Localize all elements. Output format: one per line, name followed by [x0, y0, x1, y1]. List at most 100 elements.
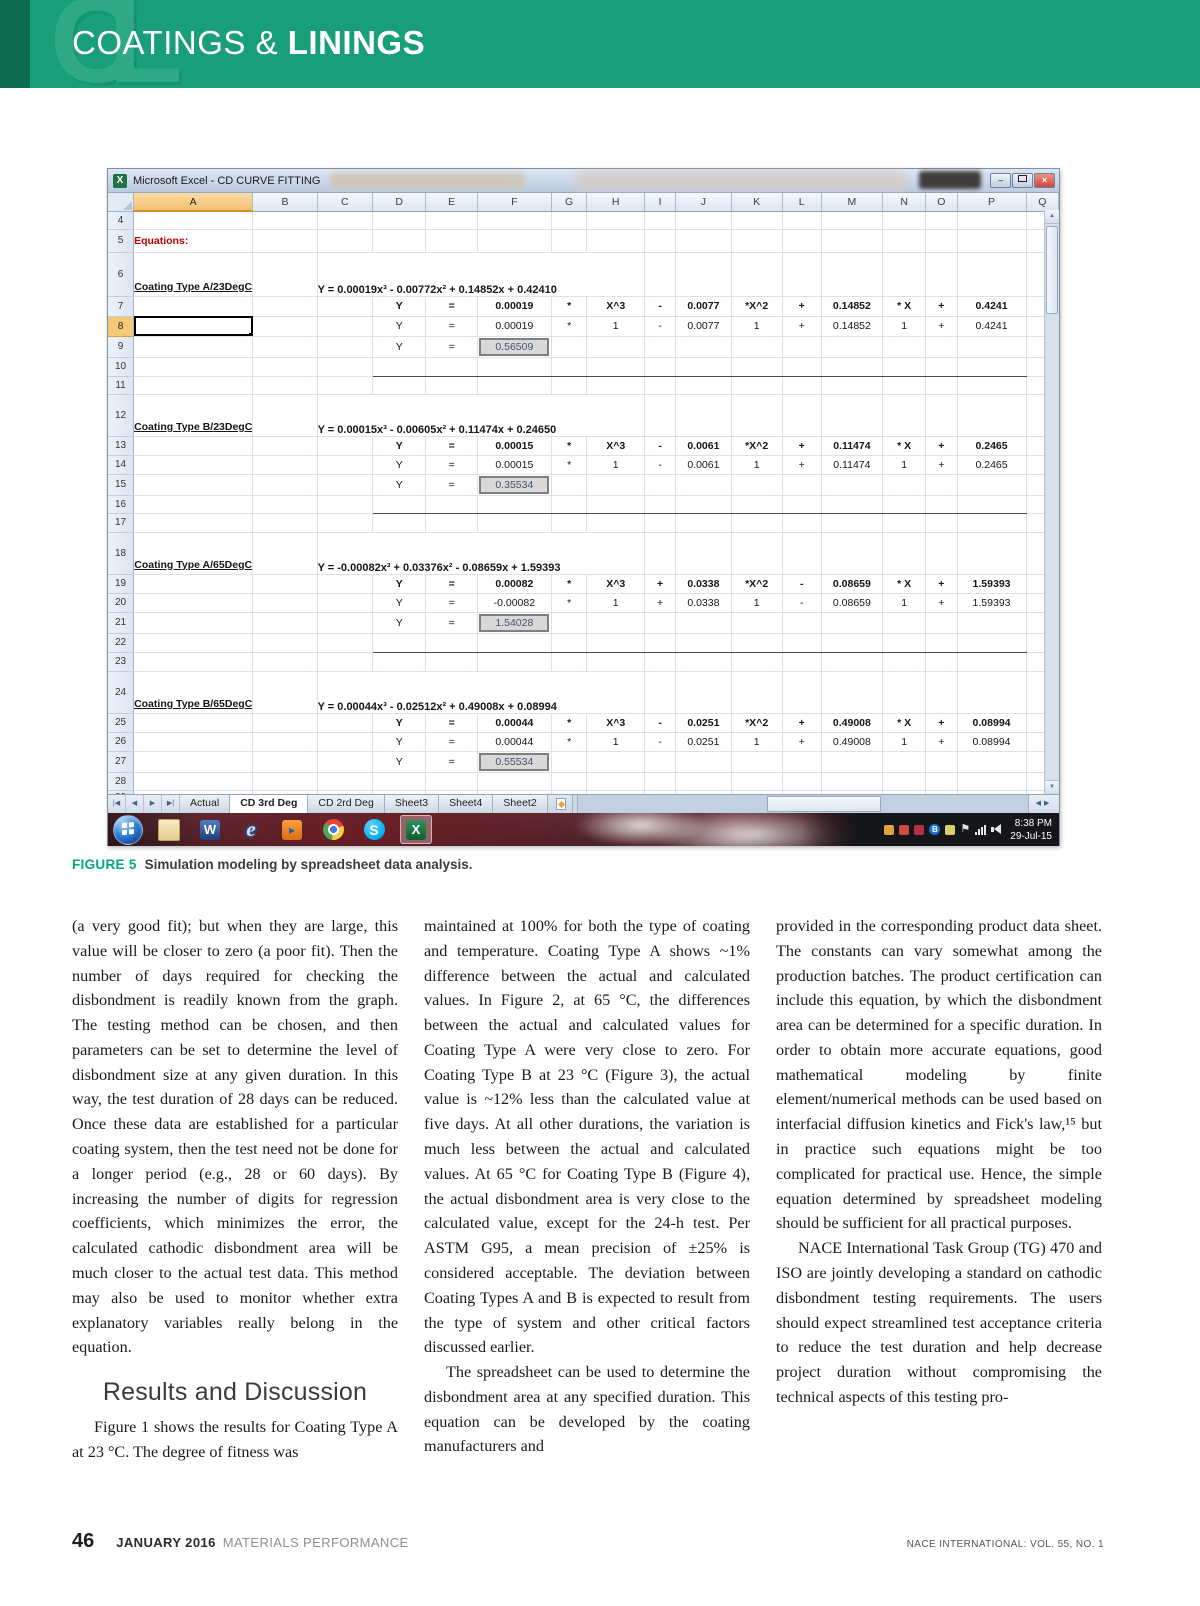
cell-h17[interactable] — [586, 513, 645, 533]
cell-c26[interactable] — [317, 732, 374, 752]
cell-d5[interactable] — [372, 229, 427, 253]
cell-d11[interactable] — [372, 376, 427, 395]
row-header-23[interactable]: 23 — [108, 652, 135, 672]
cell-d21[interactable]: Y — [372, 612, 427, 634]
cell-p20[interactable]: 1.59393 — [957, 593, 1027, 613]
row-header-5[interactable]: 5 — [108, 229, 135, 253]
cell-j7[interactable]: 0.0077 — [675, 296, 732, 317]
cell-e5[interactable] — [425, 229, 478, 253]
cell-m10[interactable] — [821, 357, 884, 377]
cell-m14[interactable]: 0.11474 — [821, 455, 884, 475]
cell-h16[interactable] — [586, 495, 645, 514]
cell-l11[interactable] — [782, 376, 822, 395]
cell-n20[interactable]: 1 — [882, 593, 927, 613]
cell-e9[interactable]: = — [425, 336, 478, 358]
tray-flag-icon[interactable]: ⚑ — [960, 823, 971, 835]
cell-i22[interactable] — [644, 633, 677, 653]
cell-k27[interactable] — [731, 751, 783, 773]
cell-b12[interactable] — [252, 394, 318, 437]
row-header-4[interactable]: 4 — [108, 211, 135, 230]
cell-l23[interactable] — [782, 652, 822, 672]
cell-c14[interactable] — [317, 455, 374, 475]
row-header-18[interactable]: 18 — [108, 532, 135, 575]
cell-m26[interactable]: 0.49008 — [821, 732, 884, 752]
cell-k19[interactable]: *X^2 — [731, 574, 783, 594]
cell-d28[interactable] — [372, 772, 427, 791]
cell-i16[interactable] — [644, 495, 677, 514]
cell-m25[interactable]: 0.49008 — [821, 713, 884, 733]
cell-g26[interactable]: * — [551, 732, 588, 752]
row-header-11[interactable]: 11 — [108, 376, 135, 395]
cell-o18[interactable] — [925, 532, 958, 575]
cell-h29[interactable] — [586, 790, 645, 794]
cell-g22[interactable] — [551, 633, 588, 653]
cell-m17[interactable] — [821, 513, 884, 533]
cell-p4[interactable] — [957, 211, 1027, 230]
word-app-icon[interactable]: W — [195, 816, 225, 843]
cell-m12[interactable] — [821, 394, 884, 437]
cell-k24[interactable] — [731, 671, 783, 714]
cell-n29[interactable] — [882, 790, 927, 794]
cell-g23[interactable] — [551, 652, 588, 672]
sheet-nav-button-3[interactable]: ▶| — [162, 795, 180, 813]
cell-b25[interactable] — [252, 713, 318, 733]
row-header-26[interactable]: 26 — [108, 732, 135, 752]
close-button[interactable]: × — [1034, 173, 1055, 188]
cell-n18[interactable] — [882, 532, 927, 575]
cell-k10[interactable] — [731, 357, 783, 377]
cell-l9[interactable] — [782, 336, 822, 358]
cell-g21[interactable] — [551, 612, 588, 634]
cell-p16[interactable] — [957, 495, 1027, 514]
cell-b24[interactable] — [252, 671, 318, 714]
cell-j15[interactable] — [675, 474, 732, 496]
cell-k22[interactable] — [731, 633, 783, 653]
cell-j11[interactable] — [675, 376, 732, 395]
cell-n14[interactable]: 1 — [882, 455, 927, 475]
cell-c13[interactable] — [317, 436, 374, 456]
cell-h11[interactable] — [586, 376, 645, 395]
cell-n24[interactable] — [882, 671, 927, 714]
row-header-22[interactable]: 22 — [108, 633, 135, 653]
cell-h23[interactable] — [586, 652, 645, 672]
cell-i17[interactable] — [644, 513, 677, 533]
cell-a14[interactable] — [133, 455, 254, 475]
cell-c21[interactable] — [317, 612, 374, 634]
cell-e19[interactable]: = — [425, 574, 478, 594]
sheet-tab-cd-2rd-deg[interactable]: CD 2rd Deg — [308, 795, 385, 813]
cell-n19[interactable]: * X — [882, 574, 927, 594]
cell-k9[interactable] — [731, 336, 783, 358]
cell-j25[interactable]: 0.0251 — [675, 713, 732, 733]
row-header-7[interactable]: 7 — [108, 296, 135, 317]
cell-j9[interactable] — [675, 336, 732, 358]
cell-a21[interactable] — [133, 612, 254, 634]
select-all-corner[interactable] — [108, 193, 135, 212]
cell-e13[interactable]: = — [425, 436, 478, 456]
cell-c17[interactable] — [317, 513, 374, 533]
cell-o14[interactable]: + — [925, 455, 958, 475]
cell-k13[interactable]: *X^2 — [731, 436, 783, 456]
cell-c4[interactable] — [317, 211, 374, 230]
cell-b21[interactable] — [252, 612, 318, 634]
cell-p18[interactable] — [957, 532, 1027, 575]
cell-a7[interactable] — [133, 296, 254, 317]
cell-j4[interactable] — [675, 211, 732, 230]
cell-l24[interactable] — [782, 671, 822, 714]
cell-k5[interactable] — [731, 229, 783, 253]
cell-m13[interactable]: 0.11474 — [821, 436, 884, 456]
cell-i12[interactable] — [644, 394, 677, 437]
cell-n9[interactable] — [882, 336, 927, 358]
cell-k25[interactable]: *X^2 — [731, 713, 783, 733]
cell-a6[interactable]: Coating Type A/23DegC — [133, 252, 254, 297]
cell-f17[interactable] — [477, 513, 552, 533]
cell-d23[interactable] — [372, 652, 427, 672]
cell-h7[interactable]: X^3 — [586, 296, 645, 317]
cell-h26[interactable]: 1 — [586, 732, 645, 752]
excel-app-icon[interactable]: X — [400, 815, 432, 844]
cell-c25[interactable] — [317, 713, 374, 733]
cell-o29[interactable] — [925, 790, 958, 794]
cell-g20[interactable]: * — [551, 593, 588, 613]
cell-i15[interactable] — [644, 474, 677, 496]
cell-i27[interactable] — [644, 751, 677, 773]
cell-e10[interactable] — [425, 357, 478, 377]
cell-p15[interactable] — [957, 474, 1027, 496]
